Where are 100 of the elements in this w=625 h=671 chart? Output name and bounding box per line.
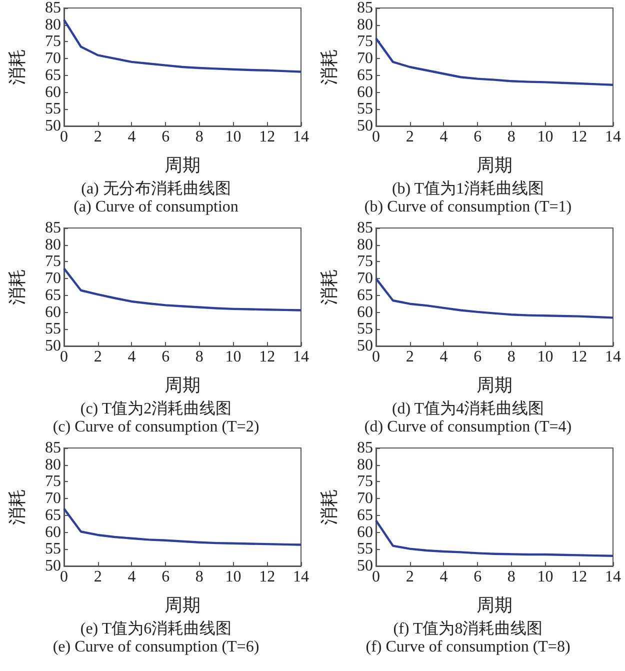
x-tick-label: 6 — [474, 348, 482, 366]
x-tick-label: 8 — [507, 128, 516, 146]
text: (f) T值为8消耗曲线图 — [393, 620, 543, 638]
text: (a) Curve of consumption — [74, 198, 238, 216]
x-tick-label: 10 — [225, 568, 242, 586]
x-tick-label: 4 — [440, 568, 448, 586]
text: (f) Curve of consumption (T=8) — [366, 638, 570, 656]
x-tick-label: 8 — [507, 348, 516, 366]
y-tick-label: 75 — [357, 473, 373, 490]
y-tick-label: 55 — [45, 100, 61, 118]
x-tick-label: 12 — [259, 348, 276, 366]
y-tick-label: 70 — [45, 270, 61, 288]
line-series — [62, 508, 302, 546]
y-tick-label: 60 — [357, 304, 373, 321]
text: (b) T值为1消耗曲线图 — [392, 180, 544, 198]
y-tick-label: 65 — [357, 66, 373, 84]
y-tick-label: 50 — [45, 118, 61, 134]
y-tick-label: 65 — [45, 66, 61, 84]
text: (c) T值为2消耗曲线图 — [80, 400, 232, 418]
x-tick-label: 0 — [60, 348, 68, 366]
y-tick-label: 80 — [357, 236, 373, 254]
x-tick-label: 6 — [162, 348, 170, 366]
y-tick-label: 60 — [357, 84, 373, 101]
y-tick-label: 70 — [45, 50, 61, 68]
x-tick-label: 8 — [507, 568, 516, 586]
x-axis-title: 周期 — [476, 375, 512, 395]
x-tick-label: 4 — [440, 128, 448, 146]
y-tick-label: 50 — [357, 558, 373, 574]
x-tick-label: 10 — [537, 348, 554, 366]
x-axis-title: 周期 — [476, 595, 512, 615]
y-tick-label: 60 — [45, 304, 61, 321]
y-tick-label: 50 — [45, 338, 61, 354]
x-tick-label: 12 — [259, 568, 276, 586]
y-tick-label: 85 — [45, 440, 61, 456]
line-series — [62, 18, 302, 73]
y-tick-label: 70 — [357, 50, 373, 68]
y-tick-label: 65 — [357, 506, 373, 524]
y-tick-label: 85 — [357, 440, 373, 456]
y-tick-label: 70 — [357, 490, 373, 508]
x-tick-label: 2 — [94, 128, 102, 146]
text: (e) Curve of consumption (T=6) — [52, 638, 260, 656]
y-tick-label: 60 — [45, 84, 61, 101]
y-tick-label: 55 — [357, 320, 373, 338]
x-tick-label: 6 — [474, 128, 482, 146]
x-tick-label: 8 — [195, 568, 204, 586]
x-tick-label: 10 — [225, 128, 242, 146]
x-tick-label: 14 — [605, 348, 621, 366]
x-tick-label: 0 — [372, 568, 380, 586]
y-tick-label: 65 — [45, 286, 61, 304]
x-tick-label: 12 — [571, 348, 588, 366]
text: (e) T值为6消耗曲线图 — [80, 620, 232, 638]
y-tick-label: 70 — [45, 490, 61, 508]
y-tick-label: 85 — [357, 220, 373, 236]
text: (a) 无分布消耗曲线图 — [81, 180, 231, 198]
line-series — [374, 519, 614, 557]
y-tick-label: 55 — [45, 320, 61, 338]
x-tick-label: 4 — [128, 348, 136, 366]
x-tick-label: 2 — [406, 348, 414, 366]
y-tick-label: 80 — [45, 456, 61, 474]
y-tick-label: 85 — [357, 0, 373, 16]
y-tick-label: 65 — [357, 286, 373, 304]
y-tick-label: 75 — [357, 253, 373, 270]
text: (b) Curve of consumption (T=1) — [364, 198, 572, 216]
y-tick-label: 85 — [45, 220, 61, 236]
x-tick-label: 8 — [195, 348, 204, 366]
y-tick-label: 55 — [357, 100, 373, 118]
y-axis-title: 消耗 — [319, 489, 339, 525]
x-tick-label: 14 — [293, 128, 309, 146]
y-tick-label: 75 — [357, 33, 373, 50]
y-tick-label: 75 — [45, 33, 61, 50]
y-tick-label: 50 — [357, 118, 373, 134]
x-tick-label: 4 — [128, 128, 136, 146]
x-tick-label: 2 — [406, 128, 414, 146]
y-axis-title: 消耗 — [7, 49, 27, 85]
y-tick-label: 75 — [45, 253, 61, 270]
y-tick-label: 55 — [45, 540, 61, 558]
y-tick-label: 80 — [357, 456, 373, 474]
x-tick-label: 14 — [293, 568, 309, 586]
x-tick-label: 10 — [225, 348, 242, 366]
y-tick-label: 85 — [45, 0, 61, 16]
x-tick-label: 2 — [406, 568, 414, 586]
x-tick-label: 0 — [372, 348, 380, 366]
x-tick-label: 10 — [537, 128, 554, 146]
x-tick-label: 14 — [293, 348, 309, 366]
y-tick-label: 80 — [45, 16, 61, 34]
y-tick-label: 75 — [45, 473, 61, 490]
x-tick-label: 6 — [162, 568, 170, 586]
x-axis-title: 周期 — [164, 375, 200, 395]
x-tick-label: 8 — [195, 128, 204, 146]
text: (c) Curve of consumption (T=2) — [52, 418, 260, 436]
y-tick-label: 55 — [357, 540, 373, 558]
x-tick-label: 0 — [60, 128, 68, 146]
x-tick-label: 0 — [60, 568, 68, 586]
y-tick-label: 80 — [357, 16, 373, 34]
x-axis-title: 周期 — [476, 155, 512, 175]
x-tick-label: 2 — [94, 348, 102, 366]
y-tick-label: 50 — [357, 338, 373, 354]
x-tick-label: 4 — [128, 568, 136, 586]
y-tick-label: 65 — [45, 506, 61, 524]
y-tick-label: 70 — [357, 270, 373, 288]
